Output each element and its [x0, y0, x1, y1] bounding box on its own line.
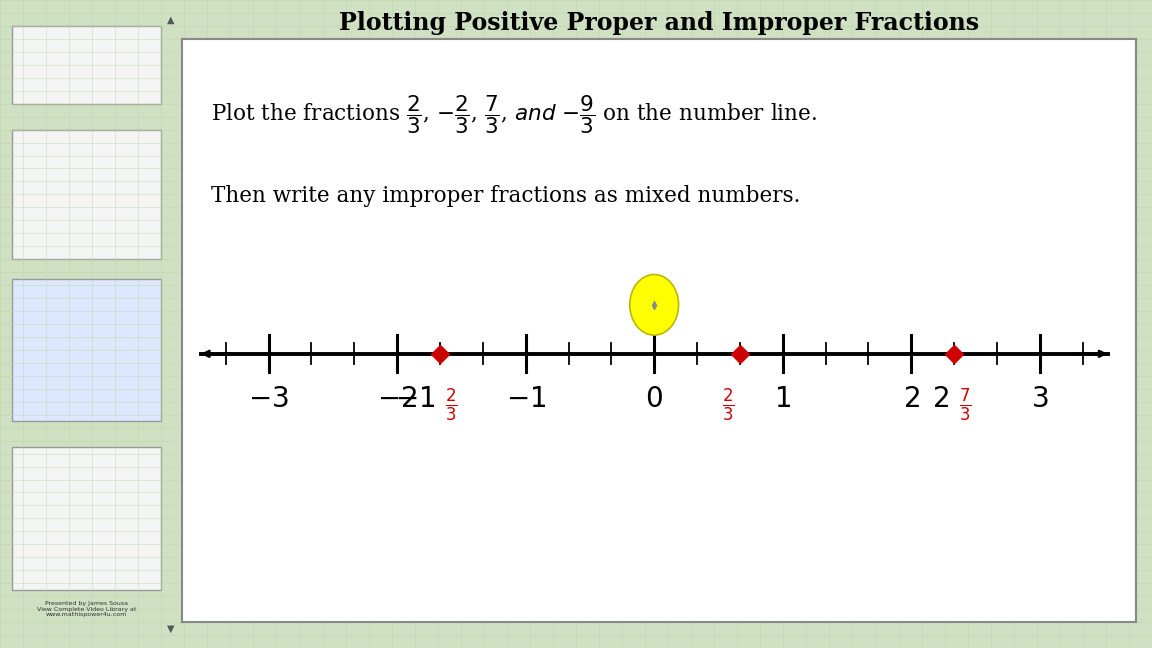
FancyBboxPatch shape [12, 130, 161, 259]
Text: $-2$: $-2$ [377, 386, 417, 413]
Text: ▼: ▼ [167, 623, 174, 634]
FancyBboxPatch shape [12, 26, 161, 104]
FancyBboxPatch shape [12, 279, 161, 421]
Text: $2$: $2$ [932, 386, 949, 413]
Text: $-1$: $-1$ [395, 386, 434, 413]
FancyBboxPatch shape [12, 447, 161, 590]
Text: $\frac{7}{3}$: $\frac{7}{3}$ [960, 386, 971, 424]
Text: $-3$: $-3$ [249, 386, 289, 413]
Text: Presented by James Sousa
View Complete Video Library at
www.mathispower4u.com: Presented by James Sousa View Complete V… [37, 601, 136, 618]
Text: Then write any improper fractions as mixed numbers.: Then write any improper fractions as mix… [211, 185, 799, 207]
Text: $\frac{2}{3}$: $\frac{2}{3}$ [722, 386, 735, 424]
Text: ▲: ▲ [167, 14, 174, 25]
Text: $0$: $0$ [645, 386, 664, 413]
Ellipse shape [630, 275, 679, 335]
Text: Plot the fractions $\dfrac{2}{3}$, $-\dfrac{2}{3}$, $\dfrac{7}{3}$, $\mathit{and: Plot the fractions $\dfrac{2}{3}$, $-\df… [211, 93, 817, 136]
Text: Plotting Positive Proper and Improper Fractions: Plotting Positive Proper and Improper Fr… [339, 10, 979, 35]
Text: $3$: $3$ [1031, 386, 1048, 413]
Text: $\frac{2}{3}$: $\frac{2}{3}$ [445, 386, 457, 424]
Text: $1$: $1$ [774, 386, 791, 413]
Text: $2$: $2$ [903, 386, 919, 413]
Text: $-1$: $-1$ [506, 386, 546, 413]
